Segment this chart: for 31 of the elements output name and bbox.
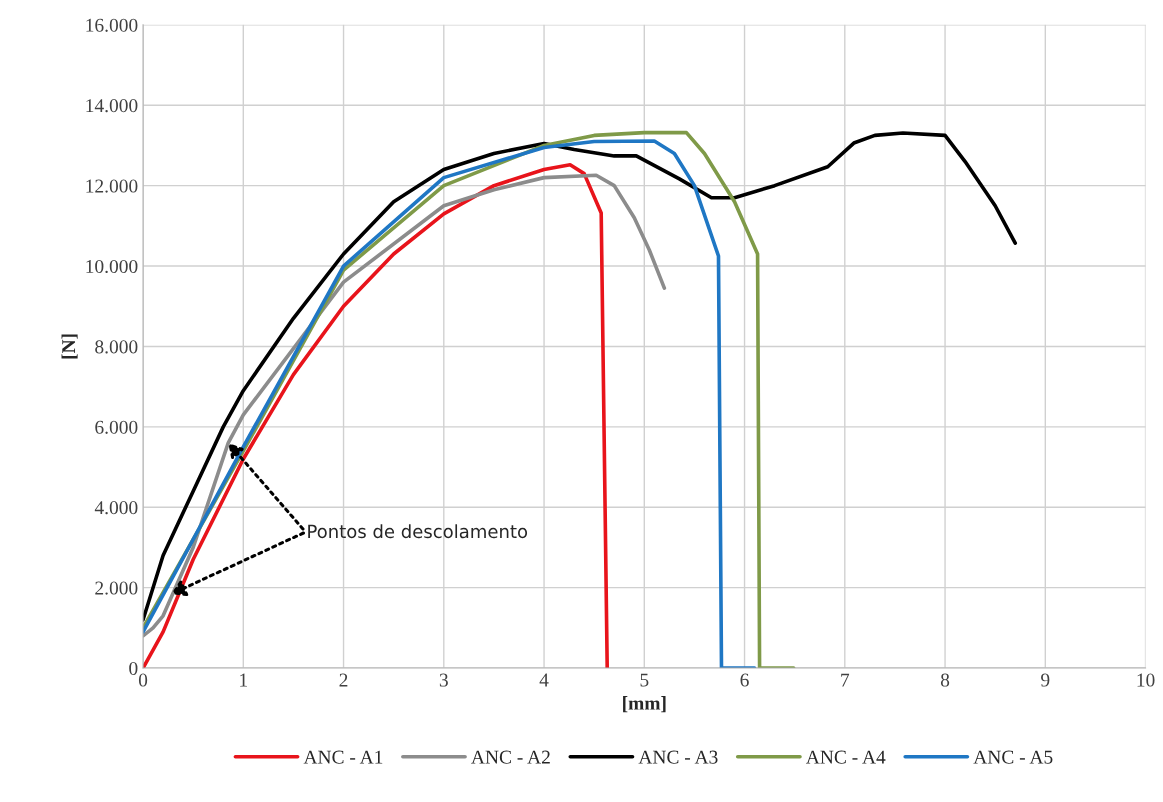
x-tick-label: 7 [841, 673, 850, 687]
y-tick-label: 8.000 [95, 340, 138, 354]
y-tick-label: 12.000 [86, 179, 138, 193]
y-tick-label: 14.000 [86, 99, 138, 113]
legend-label: ANC - A1 [303, 750, 383, 764]
x-tick-label: 8 [940, 673, 950, 687]
x-tick-label: 6 [740, 673, 749, 687]
y-tick-label: 10.000 [86, 259, 138, 274]
y-tick-label: 0 [129, 661, 138, 675]
legend-label: ANC - A3 [638, 750, 718, 764]
annotation: Pontos de descolamento [308, 524, 528, 539]
x-tick-label: 9 [1041, 673, 1050, 687]
legend-label: ANC - A4 [805, 750, 886, 764]
x-axis-title: [mm] [623, 696, 666, 713]
legend-label: ANC - A5 [973, 750, 1053, 764]
x-tick-label: 4 [539, 673, 549, 687]
y-tick-label: 16.000 [86, 18, 138, 32]
x-tick-label: 5 [640, 673, 649, 687]
x-tick-label: 0 [138, 673, 148, 687]
x-tick-label: 1 [240, 673, 247, 687]
y-tick-label: 2.000 [95, 581, 138, 595]
x-tick-label: 3 [439, 673, 448, 687]
x-tick-label: 2 [339, 673, 348, 687]
y-tick-label: 6.000 [95, 420, 138, 434]
y-tick-label: 4.000 [94, 501, 138, 515]
y-axis-title: [N] [61, 334, 78, 359]
x-tick-label: 10 [1137, 673, 1155, 687]
line-series [143, 162, 610, 669]
line-series [143, 131, 1018, 622]
legend-label: ANC - A2 [471, 750, 550, 764]
line-series [143, 173, 667, 638]
